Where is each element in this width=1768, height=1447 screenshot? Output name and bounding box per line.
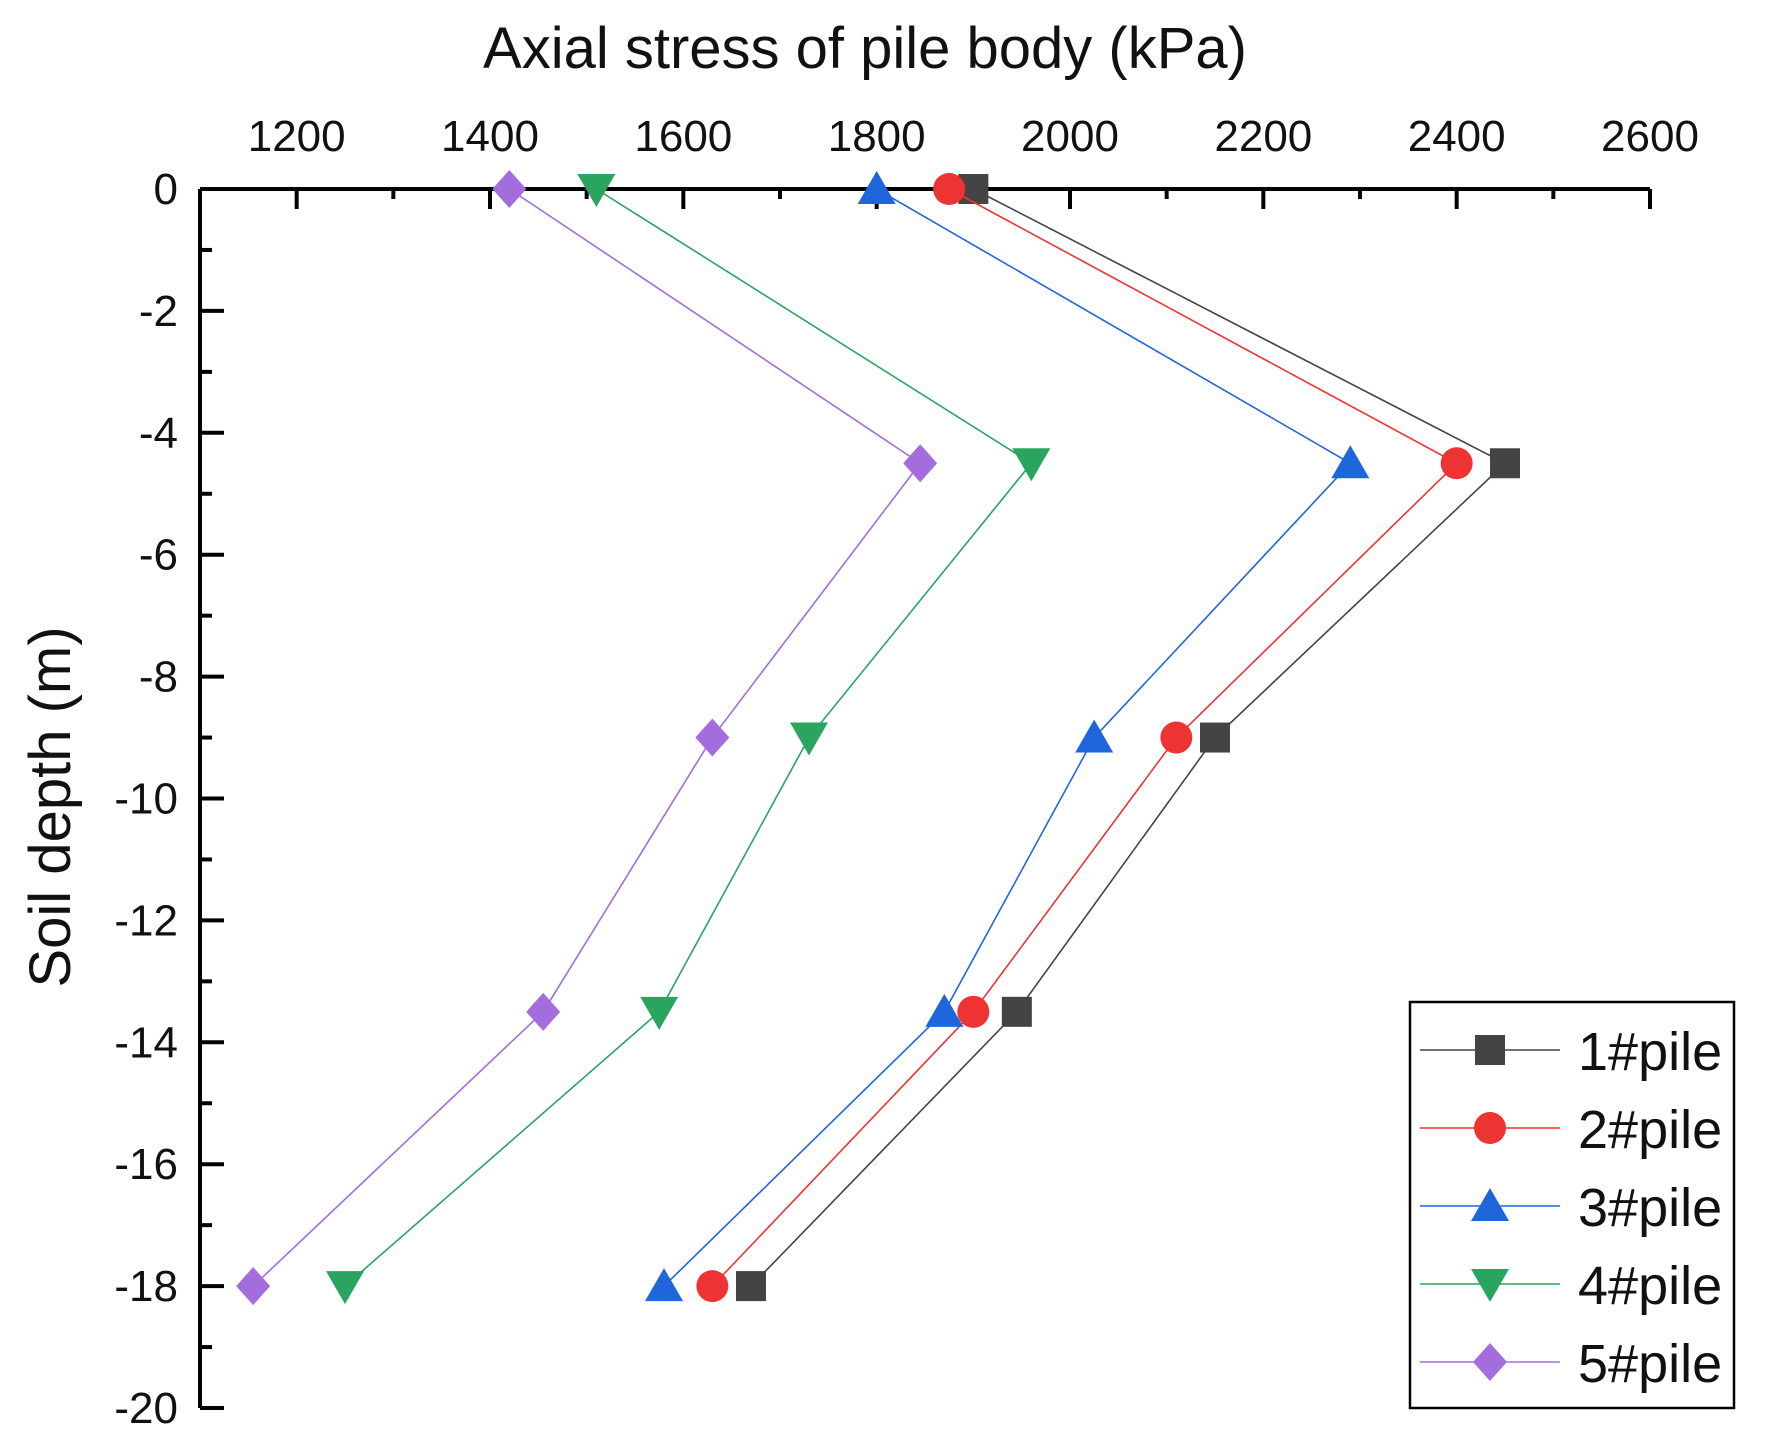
y-tick-label: -8: [139, 653, 178, 702]
legend-marker: [1474, 1112, 1506, 1144]
y-ticks: 0 -2 -4 -6 -8 -10 -12 -14 -16 -18 -20: [114, 165, 224, 1433]
legend-marker: [1471, 1188, 1509, 1221]
legend-item: 5#pile: [1420, 1334, 1722, 1394]
data-point: [1440, 447, 1473, 480]
data-point: [236, 1267, 271, 1306]
chart-title: Axial stress of pile body (kPa): [483, 16, 1247, 81]
legend-label: 2#pile: [1578, 1100, 1722, 1160]
data-point: [526, 992, 561, 1031]
y-tick-label: -4: [139, 409, 178, 458]
data-point: [1160, 721, 1193, 754]
legend-marker: [1471, 1269, 1509, 1302]
legend-label: 1#pile: [1578, 1022, 1722, 1082]
data-point: [695, 718, 730, 757]
data-point: [1001, 996, 1032, 1027]
legend-marker: [1475, 1035, 1505, 1065]
x-tick-label: 2600: [1601, 112, 1699, 161]
y-tick-label: -16: [114, 1140, 178, 1189]
data-point: [1331, 445, 1370, 479]
y-tick-label: -20: [114, 1384, 178, 1433]
data-point: [645, 1268, 683, 1302]
data-point: [857, 171, 896, 204]
y-tick-label: -6: [139, 531, 178, 580]
series-line: [663, 188, 1352, 1287]
legend-item: 2#pile: [1420, 1100, 1722, 1160]
y-tick-label: -2: [139, 287, 178, 336]
data-point: [1200, 722, 1230, 753]
x-tick-label: 1200: [248, 112, 346, 161]
x-tick-label: 2200: [1214, 112, 1312, 161]
x-ticks: 1200 1400 1600 1800 2000 2200 2400 2600: [198, 112, 1699, 209]
data-point: [790, 722, 828, 756]
legend-item: 1#pile: [1420, 1022, 1722, 1082]
series-5: [236, 170, 938, 1306]
series-group: [236, 170, 1520, 1306]
data-point: [1012, 448, 1051, 482]
data-point: [933, 173, 966, 205]
x-tick-label: 1800: [828, 112, 926, 161]
x-tick-label: 1400: [441, 112, 539, 161]
legend-label: 4#pile: [1578, 1256, 1722, 1316]
data-point: [577, 174, 616, 207]
data-point: [925, 993, 964, 1027]
x-tick-label: 2400: [1408, 112, 1506, 161]
series-1: [736, 174, 1520, 1302]
y-axis-label: Soil depth (m): [18, 626, 83, 987]
legend-label: 3#pile: [1578, 1178, 1722, 1238]
series-2: [696, 173, 1473, 1303]
x-tick-label: 1600: [634, 112, 732, 161]
legend-box: [1408, 1000, 1736, 1410]
data-point: [736, 1271, 766, 1302]
data-point: [696, 1270, 729, 1303]
data-point: [640, 996, 679, 1030]
y-tick-label: 0: [154, 165, 178, 214]
data-point: [1490, 448, 1520, 479]
data-point: [903, 444, 938, 483]
data-point: [492, 170, 527, 208]
y-tick-label: -10: [114, 775, 178, 824]
x-tick-label: 2000: [1021, 112, 1119, 161]
legend-label: 5#pile: [1578, 1334, 1722, 1394]
legend: 1#pile 2#pile 3#pile 4#pile 5#pile: [1408, 1000, 1736, 1410]
y-tick-label: -14: [114, 1018, 178, 1067]
y-tick-label: -18: [114, 1262, 178, 1311]
data-point: [1075, 719, 1114, 753]
data-point: [326, 1271, 364, 1305]
series-4: [326, 174, 1051, 1305]
legend-item: 3#pile: [1420, 1178, 1722, 1238]
y-tick-label: -12: [114, 896, 178, 945]
series-line: [252, 188, 922, 1287]
legend-item: 4#pile: [1420, 1256, 1722, 1316]
series-3: [645, 171, 1370, 1302]
data-point: [957, 995, 990, 1028]
legend-marker: [1473, 1343, 1507, 1381]
series-line: [344, 188, 1033, 1287]
series-line: [750, 188, 1507, 1287]
